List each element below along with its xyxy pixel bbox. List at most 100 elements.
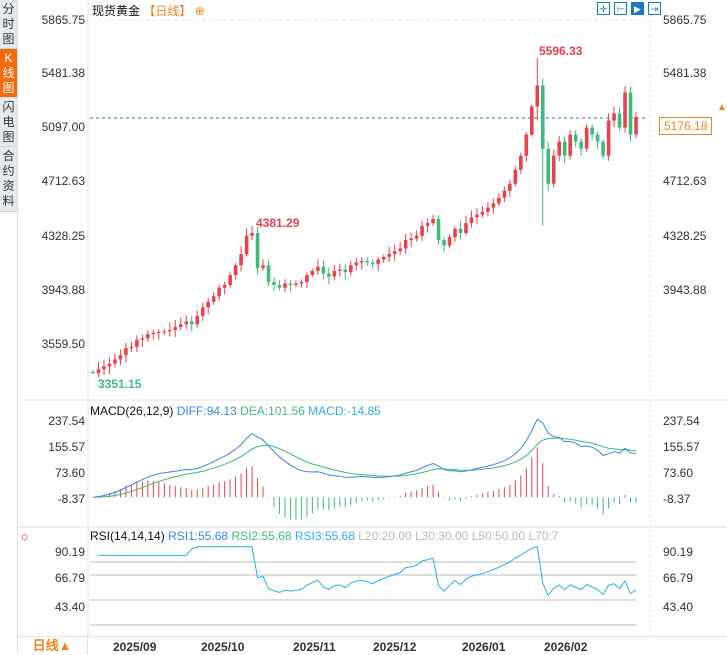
candle-body — [535, 85, 540, 107]
rsi-line — [98, 546, 637, 597]
candle-body — [497, 197, 501, 204]
macd-axis-label: -8.37 — [663, 492, 691, 506]
date-tick-label: 2026/02 — [544, 640, 588, 654]
candle-body — [129, 346, 134, 349]
candle-body — [409, 238, 413, 240]
candle-body — [239, 254, 243, 266]
price-axis-label: 4712.63 — [663, 174, 707, 188]
candle-body — [414, 235, 419, 239]
candle-body — [595, 134, 600, 142]
candle-body — [283, 283, 287, 288]
price-axis-label: 5097.00 — [41, 120, 85, 134]
tab-kline[interactable]: K线图 — [0, 49, 17, 98]
rsi-axis-label: 66.79 — [663, 571, 694, 585]
candle-body — [299, 282, 304, 284]
diff-line — [92, 418, 637, 498]
candle-body — [167, 329, 172, 332]
candle-body — [200, 307, 205, 316]
settings-sun-icon[interactable]: ☼ — [19, 529, 30, 543]
macd-axis-label: 73.60 — [663, 466, 694, 480]
price-axis-label: 4328.25 — [663, 229, 707, 243]
candle-body — [266, 265, 271, 283]
candle-body — [381, 256, 386, 260]
period-tag: 【日线】 — [143, 4, 192, 18]
candle-body — [403, 239, 408, 249]
candle-body — [178, 324, 183, 328]
candle-body — [359, 261, 364, 263]
range-icon[interactable]: ⊢ — [614, 2, 627, 15]
candle-body — [118, 355, 123, 360]
candle-body — [557, 141, 562, 156]
candle-body — [255, 232, 260, 269]
candle-body — [338, 269, 342, 271]
price-axis-label: 4328.25 — [41, 229, 85, 243]
candle-body — [222, 284, 227, 288]
macd-axis-label: 155.57 — [48, 440, 85, 454]
candle-body — [486, 207, 490, 212]
candle-body — [272, 282, 276, 285]
candle-body — [546, 148, 551, 184]
candle-body — [447, 237, 452, 246]
candle-body — [113, 359, 117, 364]
date-tick-label: 2025/10 — [201, 640, 245, 654]
play-icon[interactable]: ▶ — [631, 2, 644, 15]
price-axis-label: 5481.38 — [41, 66, 85, 80]
candle-body — [502, 190, 507, 198]
candle-body — [102, 366, 106, 370]
toolbar: ✛ ⊢ ▶ ⇥ — [597, 2, 661, 15]
macd-axis-label: 73.60 — [54, 466, 85, 480]
sidebar: 分时图 K线图 闪电图 合约资料 — [0, 0, 18, 654]
tab-timeshare[interactable]: 分时图 — [0, 0, 17, 49]
candle-body — [261, 265, 265, 269]
crosshair-icon[interactable]: ✛ — [597, 2, 610, 15]
plus-circle-icon[interactable]: ⊕ — [194, 4, 205, 18]
price-axis-label: 4712.63 — [41, 174, 85, 188]
dea-line — [92, 437, 637, 498]
candle-body — [310, 270, 315, 276]
price-axis-label: 3943.88 — [663, 283, 707, 297]
rsi-axis-label: 43.40 — [54, 600, 85, 614]
candle-body — [316, 266, 320, 271]
candle-body — [623, 92, 627, 128]
candle-body — [332, 270, 337, 277]
candle-body — [584, 127, 589, 149]
candle-body — [601, 141, 605, 156]
candle-body — [107, 363, 112, 367]
price-axis-label: 5865.75 — [663, 13, 707, 27]
rsi-axis-label: 90.19 — [663, 545, 694, 559]
candle-body — [606, 120, 611, 156]
up-arrow-icon: ▲ — [717, 102, 727, 113]
candle-body — [211, 296, 216, 302]
candle-body — [327, 273, 331, 277]
candle-body — [305, 275, 309, 283]
candle-body — [519, 155, 523, 170]
jump-end-icon[interactable]: ⇥ — [648, 2, 661, 15]
period-selector[interactable]: 日线▲ — [17, 637, 88, 655]
instrument-name: 现货黄金 — [92, 4, 141, 18]
candle-body — [551, 155, 556, 184]
candle-body — [431, 218, 435, 224]
candle-body — [343, 269, 348, 273]
candle-body — [464, 223, 468, 233]
candle-body — [634, 116, 638, 135]
candle-body — [491, 203, 496, 208]
candle-body — [612, 113, 616, 121]
rsi-legend: RSI(14,14,14) RSI1:55.68 RSI2:55.68 RSI3… — [90, 529, 559, 543]
candle-body — [244, 235, 249, 255]
candle-body — [562, 141, 567, 156]
date-tick-label: 2025/09 — [113, 640, 157, 654]
tab-contract-info[interactable]: 合约资料 — [0, 147, 17, 212]
price-axis-label: 3559.50 — [41, 337, 85, 351]
tab-flash[interactable]: 闪电图 — [0, 98, 17, 147]
candle-body — [157, 331, 161, 333]
candle-body — [217, 287, 221, 297]
candle-body — [146, 334, 150, 339]
candle-body — [475, 214, 479, 218]
candle-body — [321, 266, 326, 274]
candle-body — [151, 332, 156, 335]
candle-body — [173, 327, 178, 330]
current-price-tag: 5176.18 — [659, 117, 713, 135]
candle-body — [628, 92, 633, 135]
candle-body — [458, 228, 463, 233]
